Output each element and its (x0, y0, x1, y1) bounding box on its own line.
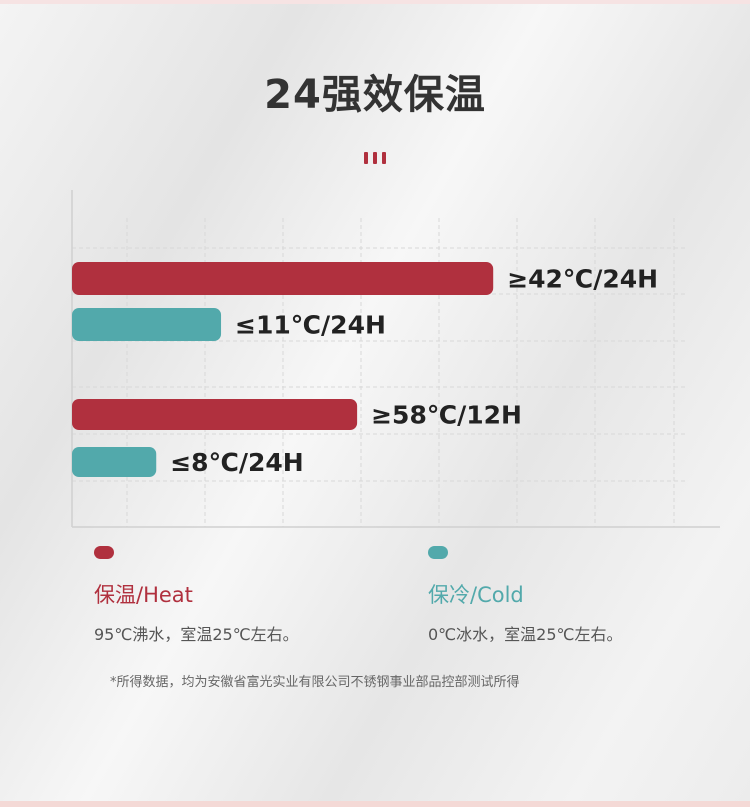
bar-cold (72, 308, 222, 341)
legend-heat: 保温/Heat 95℃沸水，室温25℃左右。 (94, 546, 299, 645)
bar-cold (72, 447, 157, 477)
bar-heat (72, 262, 494, 295)
bar-heat (72, 399, 358, 430)
heat-swatch-icon (94, 546, 114, 559)
legend-cold-title: 保冷/Cold (428, 583, 524, 607)
bar-label: ≥42℃/24H (507, 265, 658, 294)
legend-cold: 保冷/Cold 0℃冰水，室温25℃左右。 (428, 546, 622, 645)
bottom-edge (0, 801, 750, 807)
top-edge (0, 0, 750, 4)
bar-label: ≤8℃/24H (170, 448, 303, 477)
legend-heat-desc: 95℃沸水，室温25℃左右。 (94, 625, 299, 644)
bar-label: ≤11℃/24H (235, 311, 386, 340)
page-title: 24强效保温 (264, 72, 486, 118)
footnote: *所得数据，均为安徽省富光实业有限公司不锈钢事业部品控部测试所得 (110, 675, 520, 690)
legend-heat-title: 保温/Heat (94, 583, 193, 607)
bar-label: ≥58℃/12H (371, 401, 522, 430)
decorative-marks-icon (364, 152, 386, 164)
bar-chart: ≥42℃/24H ≤11℃/24H ≥58℃/12H ≤8℃/24H (71, 190, 720, 528)
cold-swatch-icon (428, 546, 448, 559)
legend-cold-desc: 0℃冰水，室温25℃左右。 (428, 625, 623, 644)
